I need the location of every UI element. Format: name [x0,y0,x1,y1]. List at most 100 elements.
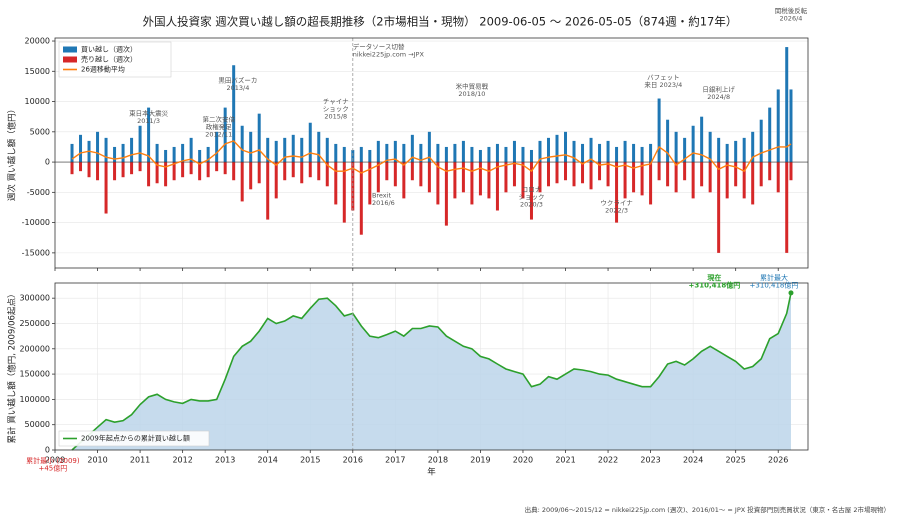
bar [444,146,448,163]
bar [385,143,389,163]
bar [291,134,295,163]
bar [249,131,253,163]
bar [666,119,670,163]
cumulative-line [71,292,792,451]
bar [79,134,83,163]
bar [581,143,585,163]
y-tick-label: 0 [45,446,50,455]
bar [657,162,661,181]
bar [232,65,236,163]
x-tick-label: 2025 [725,456,745,465]
bar [274,140,278,163]
bar [725,162,729,199]
bar [172,162,176,181]
bar [742,137,746,163]
bar [410,162,414,181]
bar [368,149,372,163]
legend-swatch [63,46,77,53]
x-tick-label: 2023 [640,456,660,465]
bar [768,162,772,181]
current-point [788,290,794,296]
bar [325,162,329,187]
bar [402,143,406,163]
bar [632,162,636,193]
bar [598,143,602,163]
bar [266,162,270,220]
annotation: 東日本大震災 [129,109,169,118]
annotation: 第二次安倍 [203,115,236,124]
bar [478,162,482,196]
y-tick-label: 15000 [25,67,50,76]
legend-swatch [63,56,77,63]
bar [113,162,117,181]
bar [564,131,568,163]
annotation: ショック [323,105,349,113]
bar [266,137,270,163]
x-tick-label: 2016 [343,456,363,465]
bar [104,162,108,214]
bar [172,146,176,163]
annotation: コロナ [522,185,542,193]
y-tick-label: -15000 [22,248,50,257]
bar [436,143,440,163]
bar [691,162,695,199]
bar [283,137,287,163]
bar [376,140,380,163]
bar [632,143,636,163]
plot-frame [54,282,809,451]
bar [504,146,508,163]
bar [615,162,619,223]
bar [708,131,712,163]
annotation: 2018/10 [458,90,485,98]
bar [623,162,627,199]
bar [683,162,687,181]
bar [342,162,346,223]
annotation: 2011/3 [137,117,160,125]
bar [87,162,91,178]
bar [742,162,746,199]
y-axis-title: 週次 買い越し額（億円） [7,105,18,201]
annotation: 2026/4 [780,14,803,22]
bar [734,140,738,163]
bar [70,162,74,175]
bar [351,149,355,163]
annotation: 2015/8 [324,113,347,121]
bar [640,162,644,196]
x-tick-label: 2021 [555,456,575,465]
annotation: Brexit [372,191,392,199]
annotation: 米中貿易戦 [456,81,489,90]
bar [130,162,134,175]
bar [317,131,321,163]
bar [215,131,219,163]
x-tick-label: 2013 [215,456,235,465]
y-tick-label: 100000 [19,395,50,404]
bar [521,146,525,163]
bar [776,162,780,193]
bar [538,140,542,163]
x-tick-label: 2012 [172,456,192,465]
x-tick-label: 2010 [87,456,107,465]
bar [700,116,704,163]
annotation: バフェット [647,73,680,81]
legend-label: 2009年起点からの累計買い越し額 [81,434,190,443]
bar [300,162,304,184]
area-fill [72,292,791,450]
y-tick-label: 5000 [30,127,50,136]
y-tick-label: 300000 [19,294,50,303]
bar [555,162,559,184]
annotation: チャイナ [323,98,349,106]
x-tick-label: 2020 [513,456,533,465]
bar [512,140,516,163]
bar [640,146,644,163]
bar [444,162,448,226]
bar [572,140,576,163]
bar [181,143,185,163]
bar [598,162,602,181]
annotation: 現在 [707,273,721,282]
bar [453,162,457,199]
bar [113,146,117,163]
bar [606,140,610,163]
annotation: 累計最小 (2009) [26,456,80,465]
moving-average-line [71,140,792,174]
bar [461,162,465,193]
